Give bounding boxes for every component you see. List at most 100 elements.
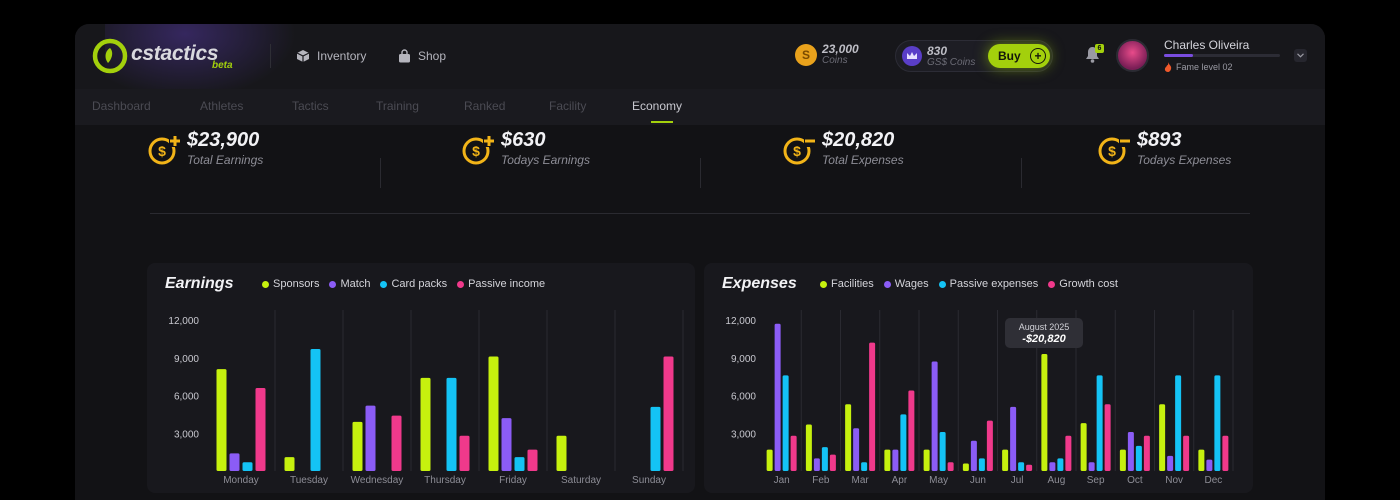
legend-item[interactable]: Growth cost [1048,278,1118,290]
bar-passive-expenses[interactable] [782,375,789,471]
bar-passive-income[interactable] [459,435,470,471]
bar-card-packs[interactable] [446,377,457,471]
legend-item[interactable]: Card packs [380,278,447,290]
bar-facilities[interactable] [923,449,930,471]
bar-growth-cost[interactable] [947,462,954,471]
bar-passive-income[interactable] [391,415,402,471]
bar-card-packs[interactable] [310,348,321,471]
bar-passive-expenses[interactable] [861,462,868,471]
bar-sponsors[interactable] [488,356,499,471]
bar-passive-income[interactable] [663,356,674,471]
legend-item[interactable]: Match [329,278,370,290]
bar-facilities[interactable] [845,404,852,471]
bar-sponsors[interactable] [352,421,363,471]
bar-wages[interactable] [931,361,938,471]
tab-facility[interactable]: Facility [549,99,587,113]
bar-growth-cost[interactable] [869,342,876,471]
coins-balance[interactable]: S 23,000 Coins [795,43,859,66]
bar-wages[interactable] [970,440,977,471]
bar-wages[interactable] [1127,431,1134,471]
bar-facilities[interactable] [766,449,773,471]
bar-wages[interactable] [1167,455,1174,471]
x-tick-label: Tuesday [290,475,328,486]
bar-growth-cost[interactable] [790,435,797,471]
bar-facilities[interactable] [805,424,812,471]
bar-passive-income[interactable] [527,449,538,471]
earnings-chart: 3,000 6,000 9,000 12,000 Monday Tuesday Wednes… [168,310,684,486]
bar-facilities[interactable] [1041,353,1048,471]
notifications-button[interactable]: 6 [1085,44,1104,68]
bar-passive-expenses[interactable] [939,431,946,471]
bar-passive-expenses[interactable] [900,414,907,471]
bar-wages[interactable] [892,449,899,471]
bar-facilities[interactable] [1159,404,1166,471]
bar-growth-cost[interactable] [1104,404,1111,471]
bar-facilities[interactable] [1119,449,1126,471]
legend-item[interactable]: Passive expenses [938,278,1038,290]
nav-inventory[interactable]: Inventory [296,49,366,63]
bar-growth-cost[interactable] [908,390,915,471]
bar-card-packs[interactable] [650,406,661,471]
bar-match[interactable] [365,405,376,471]
bar-passive-expenses[interactable] [821,447,828,471]
bar-growth-cost[interactable] [1065,435,1072,471]
bar-growth-cost[interactable] [1026,464,1033,471]
bar-passive-expenses[interactable] [1135,445,1142,471]
buy-button[interactable]: Buy + [988,44,1050,68]
bar-passive-expenses[interactable] [1214,375,1221,471]
tab-dashboard[interactable]: Dashboard [92,99,151,113]
user-name[interactable]: Charles Oliveira [1164,38,1250,52]
bar-facilities[interactable] [1080,423,1087,471]
bar-passive-expenses[interactable] [978,458,985,471]
bar-sponsors[interactable] [284,457,295,471]
bar-card-packs[interactable] [242,462,253,471]
fame-level-label: Fame level 02 [1176,62,1233,72]
bar-wages[interactable] [1088,462,1095,471]
legend-label: Facilities [831,278,874,290]
tab-athletes[interactable]: Athletes [200,99,244,113]
bar-wages[interactable] [774,323,781,471]
tooltip-date: August 2025 [1018,322,1070,332]
legend-item[interactable]: Sponsors [262,278,319,290]
bar-passive-income[interactable] [255,387,266,471]
user-menu-button[interactable] [1294,49,1307,62]
bar-match[interactable] [501,418,512,471]
bar-facilities[interactable] [1198,449,1205,471]
bar-passive-expenses[interactable] [1096,375,1103,471]
bar-match[interactable] [229,453,240,471]
bar-sponsors[interactable] [556,435,567,471]
tab-ranked[interactable]: Ranked [464,99,506,113]
bar-wages[interactable] [1049,462,1056,471]
notification-badge: 6 [1095,44,1104,53]
bar-passive-expenses[interactable] [1018,462,1025,471]
legend-item[interactable]: Facilities [820,278,874,290]
svg-text:$: $ [793,143,801,159]
bar-growth-cost[interactable] [829,454,836,471]
svg-text:$: $ [472,143,480,159]
bar-growth-cost[interactable] [1183,435,1190,471]
tab-training[interactable]: Training [376,99,419,113]
bar-wages[interactable] [1206,459,1213,471]
bar-growth-cost[interactable] [1143,435,1150,471]
bar-sponsors[interactable] [420,377,431,471]
nav-shop[interactable]: Shop [398,49,446,63]
bar-passive-expenses[interactable] [1057,458,1064,471]
bar-wages[interactable] [853,428,860,471]
bar-wages[interactable] [813,458,820,471]
stat-value: $23,900 [187,129,260,151]
bar-growth-cost[interactable] [986,420,993,471]
bar-facilities[interactable] [1002,449,1009,471]
bar-sponsors[interactable] [216,369,227,471]
bar-growth-cost[interactable] [1222,435,1229,471]
bar-facilities[interactable] [962,463,969,471]
bar-facilities[interactable] [884,449,891,471]
bar-card-packs[interactable] [514,457,525,471]
bar-passive-expenses[interactable] [1175,375,1182,471]
legend-item[interactable]: Passive income [457,278,545,290]
legend-item[interactable]: Wages [883,278,929,290]
avatar[interactable] [1116,39,1149,72]
tab-economy[interactable]: Economy [632,99,683,113]
bar-wages[interactable] [1010,406,1017,471]
tab-tactics[interactable]: Tactics [292,99,329,113]
brand-name[interactable]: cstactics [131,42,219,65]
